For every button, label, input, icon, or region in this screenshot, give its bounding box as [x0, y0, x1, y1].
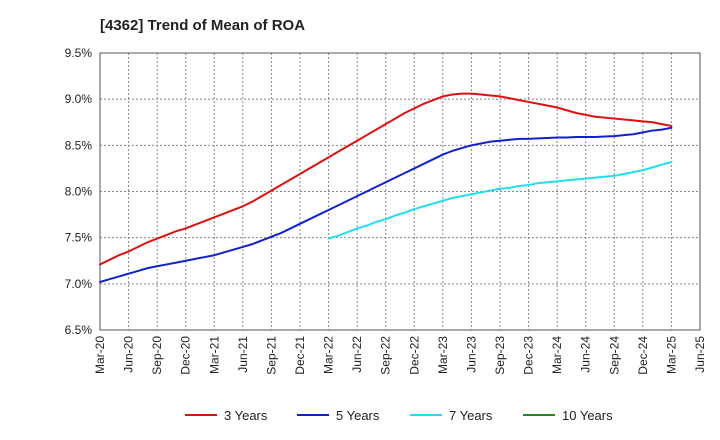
- x-tick-label: Mar-24: [550, 336, 564, 374]
- chart-title: [4362] Trend of Mean of ROA: [100, 17, 305, 34]
- series-line-5-years: [99, 126, 673, 283]
- x-tick-label: Jun-20: [122, 336, 136, 373]
- legend-label: 7 Years: [449, 408, 493, 423]
- y-tick-label: 9.0%: [65, 92, 93, 106]
- series-lines: [99, 92, 673, 283]
- legend-item-5-years: 5 Years: [297, 408, 380, 423]
- x-tick-label: Mar-21: [207, 336, 221, 374]
- plot-area-frame: [99, 52, 701, 331]
- x-tick-label: Jun-23: [464, 336, 478, 373]
- y-axis-tick-labels: 6.5% 7.0% 7.5% 8.0% 8.5% 9.0% 9.5%: [65, 46, 93, 337]
- x-tick-label: Jun-21: [236, 336, 250, 373]
- x-tick-label: Dec-23: [522, 336, 536, 375]
- x-tick-label: Mar-25: [664, 336, 678, 374]
- y-tick-label: 7.0%: [65, 277, 93, 291]
- legend-label: 10 Years: [562, 408, 613, 423]
- x-tick-label: Mar-22: [322, 336, 336, 374]
- y-tick-label: 7.5%: [65, 231, 93, 245]
- x-tick-label: Dec-22: [407, 336, 421, 375]
- x-tick-label: Mar-20: [93, 336, 107, 374]
- y-tick-label: 6.5%: [65, 323, 93, 337]
- x-tick-label: Sep-21: [264, 336, 278, 375]
- x-tick-label: Dec-21: [293, 336, 307, 375]
- legend: 3 Years 5 Years 7 Years 10 Years: [185, 408, 613, 423]
- x-tick-label: Mar-23: [436, 336, 450, 374]
- y-tick-label: 8.5%: [65, 138, 93, 152]
- x-tick-label: Dec-20: [179, 336, 193, 375]
- x-tick-label: Sep-24: [607, 336, 621, 375]
- legend-item-7-years: 7 Years: [410, 408, 493, 423]
- x-tick-label: Jun-24: [579, 336, 593, 373]
- x-tick-label: Jun-22: [350, 336, 364, 373]
- series-line-3-years: [99, 92, 673, 266]
- x-tick-label: Sep-22: [379, 336, 393, 375]
- legend-item-10-years: 10 Years: [523, 408, 613, 423]
- legend-label: 5 Years: [336, 408, 380, 423]
- x-tick-label: Jun-25: [693, 336, 707, 373]
- series-line-7-years: [327, 160, 673, 240]
- legend-label: 3 Years: [224, 408, 268, 423]
- y-tick-label: 9.5%: [65, 46, 93, 60]
- x-axis-tick-labels: Mar-20 Jun-20 Sep-20 Dec-20 Mar-21 Jun-21 Sep-…: [93, 336, 707, 375]
- x-tick-label: Dec-24: [636, 336, 650, 375]
- grid-lines: [100, 53, 700, 330]
- y-tick-label: 8.0%: [65, 185, 93, 199]
- legend-item-3-years: 3 Years: [185, 408, 268, 423]
- x-tick-label: Sep-23: [493, 336, 507, 375]
- x-tick-label: Sep-20: [150, 336, 164, 375]
